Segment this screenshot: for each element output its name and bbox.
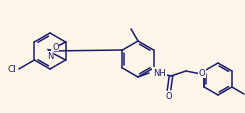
Text: O: O [52,42,59,51]
Text: O: O [199,69,205,78]
Text: Cl: Cl [8,65,17,74]
Text: N: N [47,52,53,61]
Text: O: O [166,92,172,101]
Text: NH: NH [153,68,166,77]
